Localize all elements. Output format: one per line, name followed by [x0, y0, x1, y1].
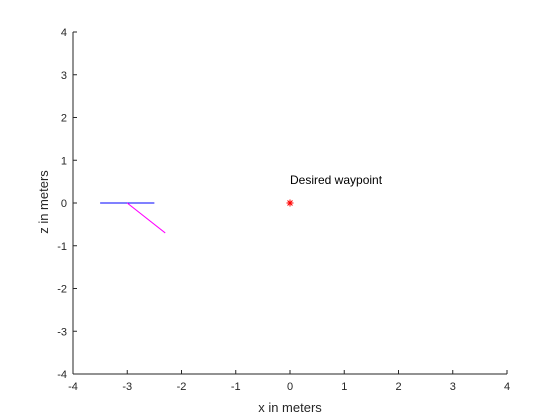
x-tick-label: -1: [231, 381, 241, 393]
series-line-2: [127, 203, 165, 233]
series-layer: [100, 203, 165, 233]
marker-layer: [287, 200, 294, 207]
y-tick-label: 1: [61, 155, 67, 167]
x-tick-label: 3: [450, 381, 456, 393]
y-tick-label: -4: [57, 369, 67, 381]
x-tick-label: 4: [504, 381, 510, 393]
y-tick-label: 3: [61, 70, 67, 82]
x-tick-label: 2: [395, 381, 401, 393]
y-tick-label: -2: [57, 284, 67, 296]
y-tick-label: -3: [57, 326, 67, 338]
waypoint-marker: [287, 200, 294, 207]
x-axis-label: x in meters: [258, 400, 322, 415]
y-tick-label: 4: [61, 27, 67, 39]
x-tick-label: -4: [68, 381, 78, 393]
y-tick-label: 2: [61, 113, 67, 125]
y-tick-label: -1: [57, 241, 67, 253]
x-tick-label: -3: [122, 381, 132, 393]
y-axis-ticks: -4 -3 -2 -1 0 1 2 3 4: [57, 27, 77, 381]
annotation-layer: Desired waypoint: [290, 173, 383, 187]
x-axis-ticks: -4 -3 -2 -1 0 1 2 3 4: [68, 370, 510, 393]
x-tick-label: 0: [287, 381, 293, 393]
x-tick-label: 1: [341, 381, 347, 393]
y-axis-label: z in meters: [36, 170, 51, 234]
y-tick-label: 0: [61, 198, 67, 210]
waypoint-annotation: Desired waypoint: [290, 173, 383, 187]
x-tick-label: -2: [177, 381, 187, 393]
